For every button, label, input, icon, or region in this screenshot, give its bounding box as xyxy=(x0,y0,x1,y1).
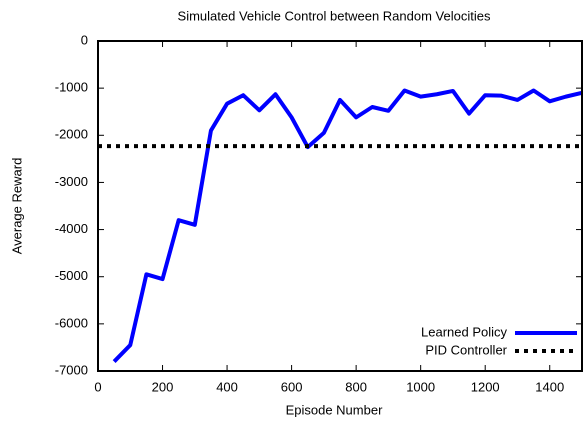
x-tick-label: 200 xyxy=(152,379,174,394)
y-axis-label: Average Reward xyxy=(9,158,24,255)
plot-frame xyxy=(97,40,583,372)
y-tick-label: -1000 xyxy=(55,80,88,95)
x-tick-label: 1400 xyxy=(535,379,564,394)
legend-label: Learned Policy xyxy=(421,324,507,339)
series-line xyxy=(112,88,583,363)
x-tick-label: 0 xyxy=(94,379,101,394)
x-tick-label: 1000 xyxy=(406,379,435,394)
y-tick-label: -6000 xyxy=(55,315,88,330)
x-tick-label: 600 xyxy=(281,379,303,394)
x-axis-label: Episode Number xyxy=(286,402,383,417)
y-tick-label: -5000 xyxy=(55,268,88,283)
y-tick-label: -3000 xyxy=(55,174,88,189)
chart-title: Simulated Vehicle Control between Random… xyxy=(178,8,491,23)
y-tick-label: -2000 xyxy=(55,127,88,142)
x-tick-label: 800 xyxy=(345,379,367,394)
x-tick-label: 400 xyxy=(216,379,238,394)
y-tick-label: -7000 xyxy=(55,362,88,377)
y-tick-label: 0 xyxy=(81,32,88,47)
y-tick-label: -4000 xyxy=(55,221,88,236)
legend-label: PID Controller xyxy=(425,342,507,357)
x-tick-label: 1200 xyxy=(471,379,500,394)
